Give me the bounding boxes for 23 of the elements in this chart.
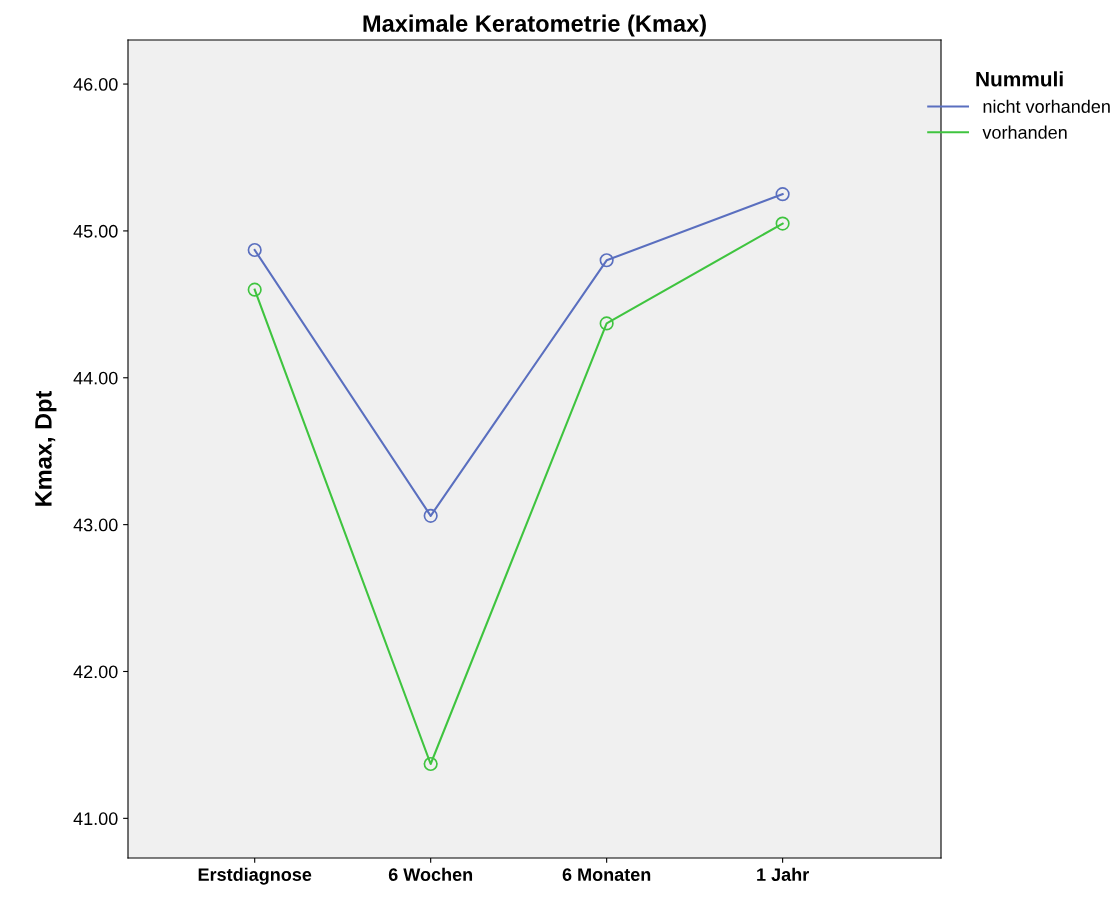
point — [775, 216, 790, 231]
point — [423, 508, 438, 523]
x-tick-label: 6 Wochen — [388, 867, 473, 881]
point — [247, 242, 262, 258]
y-tick-label: 44.00 — [73, 371, 118, 385]
y-tick-label: 45.00 — [73, 224, 118, 238]
point — [775, 187, 790, 202]
x-tick-label: Erstdiagnose — [198, 867, 312, 885]
x-tick-label: 6 Monaten — [562, 868, 651, 881]
point — [599, 253, 614, 268]
point — [599, 316, 614, 331]
point — [247, 282, 262, 297]
x-tick-label: 1 Jahr — [757, 867, 809, 881]
chart-title: Maximale Keratometrie (Kmax) — [363, 14, 706, 37]
legend-label: nicht vorhanden — [983, 99, 1110, 113]
y-tick-label: 42.00 — [73, 665, 118, 679]
y-tick-label: 41.00 — [73, 812, 118, 826]
legend-label: vorhanden — [982, 125, 1067, 139]
y-tick-label: 43.00 — [73, 518, 118, 532]
legend-title: Nummuli — [976, 71, 1063, 87]
y-tick-label: 46.00 — [73, 77, 118, 91]
y-axis-title: Kmax, Dpt — [35, 390, 57, 506]
point — [423, 756, 438, 772]
